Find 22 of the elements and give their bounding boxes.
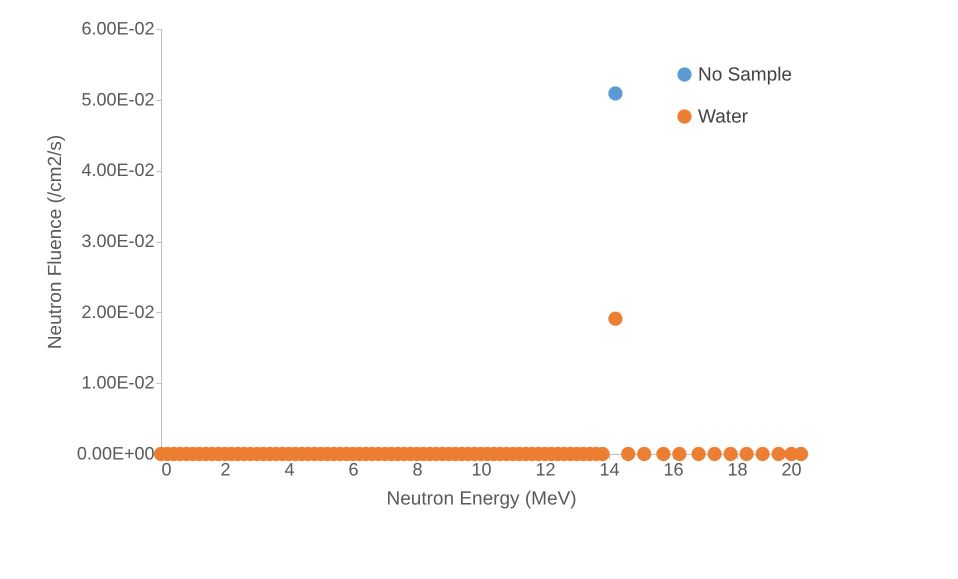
x-tick-label: 2 — [220, 460, 231, 480]
y-tick-label: 6.00E-02 — [81, 18, 154, 38]
x-tick-label: 8 — [412, 460, 423, 480]
y-tick-label: 5.00E-02 — [81, 89, 154, 110]
legend-label: No Sample — [698, 64, 792, 86]
legend-label: Water — [698, 106, 749, 128]
x-tick-label: 20 — [781, 460, 802, 480]
x-tick-label: 16 — [663, 460, 684, 480]
x-axis-title: Neutron Energy (MeV) — [386, 488, 577, 510]
x-tick-label: 12 — [535, 460, 556, 480]
x-tick-label: 14 — [599, 460, 620, 480]
x-tick-label: 0 — [162, 460, 172, 480]
x-tick-label: 6 — [348, 460, 359, 480]
y-tick-label: 3.00E-02 — [81, 231, 154, 251]
y-tick-label: 1.00E-02 — [81, 372, 154, 393]
x-tick-label: 10 — [471, 460, 492, 480]
y-tick-label: 0.00E+00 — [76, 444, 154, 464]
x-tick-label: 18 — [727, 460, 748, 480]
y-axis-title: Neutron Fluence (/cm2/s) — [44, 134, 66, 350]
x-tick-label: 4 — [284, 460, 295, 480]
y-tick-label: 2.00E-02 — [81, 302, 154, 322]
y-tick-label: 4.00E-02 — [81, 160, 154, 180]
